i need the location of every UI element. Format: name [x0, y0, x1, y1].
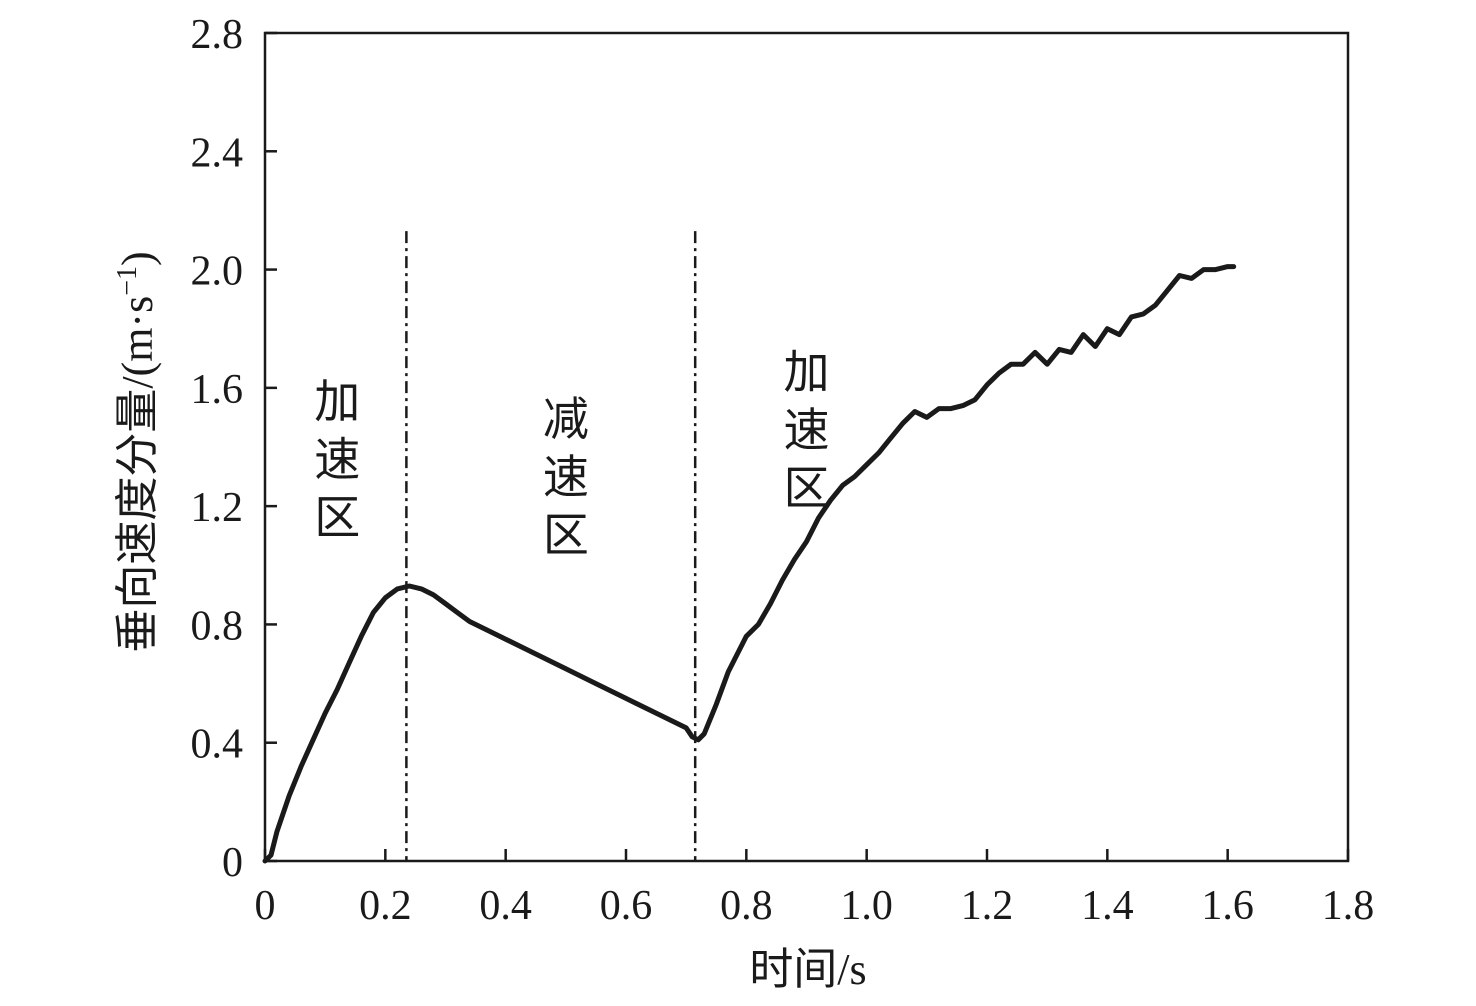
y-tick-label: 2.0: [191, 249, 244, 295]
x-tick-label: 1.0: [840, 883, 893, 929]
y-tick-label: 2.4: [191, 130, 244, 176]
region-label: 加速区: [784, 347, 830, 514]
region-label: 加速区: [314, 376, 360, 543]
region-label: 减速区: [543, 394, 589, 561]
y-axis-label: 垂向速度分量/(m·s−1): [112, 251, 162, 652]
x-tick-label: 0.6: [600, 883, 653, 929]
x-tick-label: 1.8: [1322, 883, 1375, 929]
x-tick-label: 1.4: [1081, 883, 1134, 929]
y-axis-label-close: ): [113, 251, 162, 266]
y-axis-label-main: 垂向速度分量/(m·s: [113, 296, 162, 653]
plot-area-frame: [263, 31, 1350, 863]
y-tick-label: 0.4: [191, 722, 244, 768]
series-line: [262, 264, 1237, 864]
x-axis-ticks: 0 0.2 0.4 0.6 0.8 1.0 1.2 1.4 1.6 1.8: [255, 849, 1375, 929]
x-tick-label: 1.2: [961, 883, 1014, 929]
x-tick-label: 0.8: [720, 883, 773, 929]
y-tick-label: 0.8: [191, 603, 244, 649]
y-axis-ticks: 0 0.4 0.8 1.2 1.6 2.0 2.4 2.8: [191, 12, 277, 886]
y-tick-label: 1.6: [191, 367, 244, 413]
region-annotations: 加速区 减速区 加速区: [314, 347, 829, 561]
region-boundaries: [405, 231, 697, 861]
x-tick-label: 0.2: [359, 883, 412, 929]
x-tick-label: 1.6: [1201, 883, 1254, 929]
y-axis-label-superscript: −1: [112, 266, 143, 296]
x-tick-label: 0: [255, 883, 276, 929]
y-tick-label: 2.8: [191, 12, 244, 58]
x-tick-label: 0.4: [479, 883, 532, 929]
y-tick-label: 0: [222, 840, 243, 886]
y-tick-label: 1.2: [191, 485, 244, 531]
x-axis-label: 时间/s: [749, 945, 866, 994]
